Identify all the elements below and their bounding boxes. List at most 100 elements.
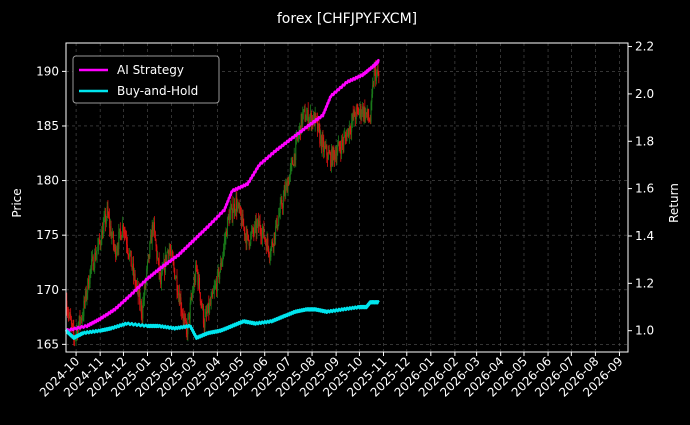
- candle-body: [300, 113, 302, 135]
- candle-body: [338, 141, 340, 148]
- candle-body: [177, 291, 179, 296]
- candle-body: [224, 239, 226, 242]
- candle-body: [133, 263, 135, 277]
- grid-layer: [66, 43, 628, 352]
- candle-body: [348, 126, 350, 137]
- candle-body: [323, 140, 325, 152]
- candle-body: [353, 110, 355, 119]
- candle-body: [233, 203, 235, 213]
- candle-body: [264, 238, 266, 240]
- candle-body: [306, 109, 308, 116]
- candle-body: [178, 293, 180, 305]
- candle-body: [267, 238, 269, 247]
- candle-body: [367, 109, 369, 118]
- candle-body: [248, 240, 250, 246]
- candle-body: [290, 163, 292, 168]
- candle-body: [164, 261, 166, 273]
- candle-body: [140, 300, 142, 314]
- candle-body: [372, 85, 374, 95]
- candle-body: [137, 285, 139, 297]
- candle-body: [94, 252, 96, 260]
- candle-body: [192, 292, 194, 298]
- y-left-tick-label: 175: [36, 228, 59, 242]
- candle-body: [195, 265, 197, 267]
- candle-body: [275, 218, 277, 227]
- candle-body: [216, 271, 218, 292]
- candle-body: [71, 324, 73, 326]
- candle-body: [299, 125, 301, 132]
- candle-body: [207, 302, 209, 313]
- candle-body: [156, 246, 158, 259]
- candle-body: [129, 252, 131, 258]
- candle-body: [235, 197, 237, 212]
- candle-body: [321, 137, 323, 150]
- candle-body: [278, 213, 280, 217]
- candle-body: [134, 273, 136, 285]
- candle-body: [175, 276, 177, 279]
- candle-body: [141, 313, 143, 319]
- candle-body: [262, 226, 264, 232]
- candle-body: [347, 128, 349, 133]
- candle-body: [307, 109, 309, 126]
- candle-body: [313, 113, 315, 125]
- candle-body: [181, 309, 183, 313]
- y-right-tick-label: 1.2: [635, 276, 654, 290]
- candle-body: [192, 290, 194, 293]
- candle-body: [230, 208, 232, 214]
- candle-body: [219, 272, 221, 280]
- legend-label-buy-and-hold: Buy-and-Hold: [117, 84, 198, 98]
- candle-body: [199, 292, 201, 302]
- candle-body: [335, 154, 337, 160]
- candle-body: [244, 234, 246, 236]
- candle-body: [185, 319, 187, 322]
- candle-body: [69, 314, 71, 316]
- candle-body: [184, 317, 186, 320]
- candle-body: [351, 121, 353, 132]
- candle-body: [339, 147, 341, 150]
- candle-body: [376, 69, 378, 73]
- candle-body: [108, 217, 110, 229]
- candle-body: [153, 222, 155, 232]
- y-left-tick-label: 165: [36, 337, 59, 351]
- candle-body: [303, 109, 305, 113]
- candle-body: [277, 224, 279, 229]
- candle-body: [268, 246, 270, 255]
- candle-body: [82, 316, 84, 317]
- candle-body: [146, 268, 148, 279]
- candle-body: [195, 265, 197, 283]
- candle-body: [341, 139, 343, 143]
- candle-body: [260, 229, 262, 237]
- candle-body: [241, 214, 243, 226]
- candle-body: [91, 256, 93, 260]
- candle-body: [282, 206, 284, 208]
- candle-body: [117, 248, 119, 250]
- candle-body: [366, 109, 368, 114]
- candle-body: [295, 139, 297, 161]
- candle-body: [340, 149, 342, 154]
- candle-body: [200, 301, 202, 303]
- candle-body: [188, 312, 190, 318]
- candle-body: [365, 112, 367, 114]
- candle-body: [332, 147, 334, 165]
- candle-body: [204, 315, 206, 328]
- candle-body: [208, 302, 210, 313]
- candle-body: [342, 142, 344, 146]
- candle-body: [105, 214, 107, 224]
- y-left-tick-label: 180: [36, 174, 59, 188]
- candle-body: [365, 112, 367, 120]
- candle-body: [244, 227, 246, 236]
- candle-body: [86, 292, 88, 299]
- candle-body: [328, 151, 330, 154]
- candle-body: [126, 244, 128, 250]
- candle-body: [292, 160, 294, 165]
- candle-body: [119, 228, 121, 232]
- legend: AI Strategy Buy-and-Hold: [72, 55, 220, 104]
- candle-body: [151, 225, 153, 244]
- candle-body: [88, 278, 90, 289]
- candle-body: [361, 114, 363, 118]
- candle-body: [206, 311, 207, 314]
- candle-body: [131, 266, 133, 269]
- candle-body: [84, 290, 86, 303]
- candle-body: [372, 85, 374, 86]
